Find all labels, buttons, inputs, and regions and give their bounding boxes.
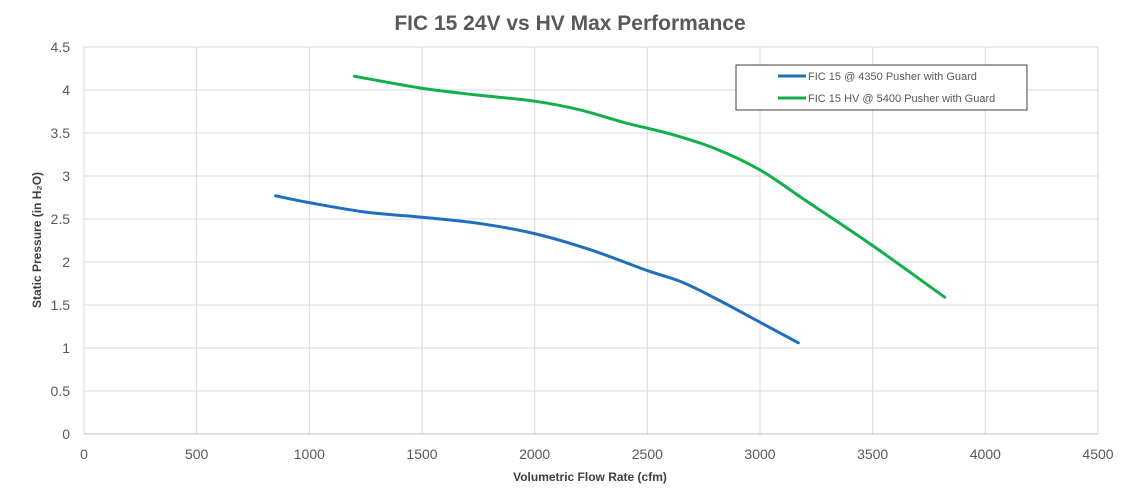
y-tick-label: 3.5 [51, 125, 71, 141]
x-tick-label: 4500 [1082, 446, 1113, 462]
y-tick-label: 4 [62, 82, 70, 98]
y-tick-label: 4.5 [51, 39, 71, 55]
legend-label-1: FIC 15 HV @ 5400 Pusher with Guard [808, 93, 995, 105]
x-axis-label: Volumetric Flow Rate (cfm) [513, 470, 667, 484]
y-tick-label: 3 [62, 168, 70, 184]
chart-title: FIC 15 24V vs HV Max Performance [394, 12, 745, 35]
series-line-1 [352, 74, 947, 299]
x-tick-label: 0 [80, 446, 88, 462]
y-tick-label: 0 [62, 426, 70, 442]
series-lines [274, 74, 947, 345]
y-tick-label: 0.5 [51, 383, 71, 399]
y-tick-label: 2.5 [51, 211, 71, 227]
x-tick-label: 3500 [857, 446, 888, 462]
x-tick-label: 2000 [519, 446, 550, 462]
y-axis-ticks: 0 0.5 1 1.5 2 2.5 3 3.5 4 4.5 [51, 39, 71, 442]
x-tick-label: 2500 [632, 446, 663, 462]
legend: FIC 15 @ 4350 Pusher with Guard FIC 15 H… [735, 64, 1028, 111]
legend-box [735, 64, 1028, 111]
x-axis-ticks: 0 500 1000 1500 2000 2500 3000 3500 4000 4500 [80, 446, 1114, 462]
y-tick-label: 1 [62, 340, 70, 356]
y-tick-label: 2 [62, 254, 70, 270]
x-tick-label: 3000 [744, 446, 775, 462]
x-tick-label: 1000 [294, 446, 325, 462]
y-axis-label: Static Pressure (in H₂O) [30, 172, 44, 308]
legend-label-0: FIC 15 @ 4350 Pusher with Guard [808, 71, 977, 83]
x-tick-label: 4000 [970, 446, 1001, 462]
x-tick-label: 500 [185, 446, 209, 462]
series-line-0 [274, 194, 800, 345]
grid [83, 46, 1099, 435]
x-tick-label: 1500 [406, 446, 437, 462]
y-tick-label: 1.5 [51, 297, 71, 313]
